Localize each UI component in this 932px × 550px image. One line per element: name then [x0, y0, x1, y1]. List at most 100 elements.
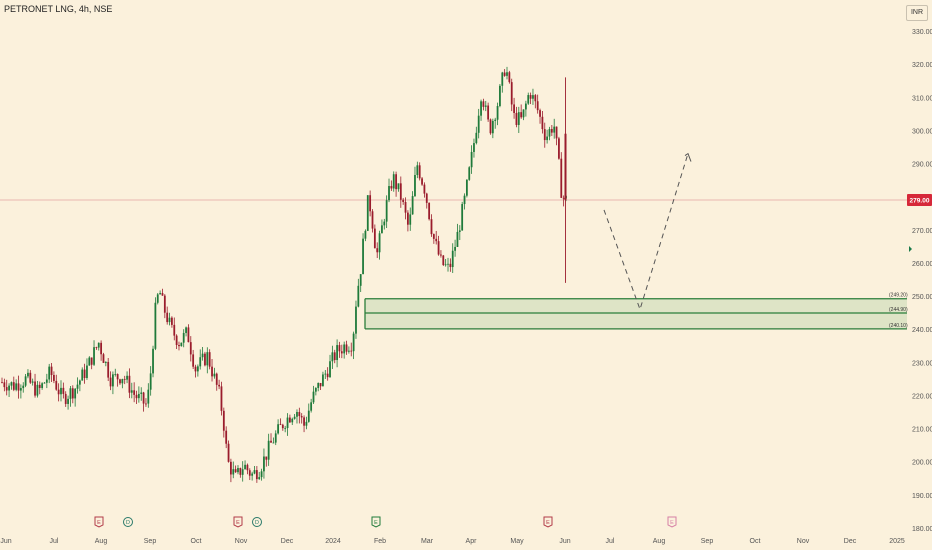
candle-body [378, 233, 381, 253]
zone-label: (244.90) [889, 307, 908, 313]
earnings-marker-icon[interactable] [667, 516, 677, 528]
candle-body [10, 382, 13, 386]
candle-body [317, 382, 320, 388]
candle-body [22, 385, 25, 389]
y-tick-label: 250.00 [912, 294, 932, 301]
projection-path [603, 153, 689, 311]
demand-zone-upper [365, 298, 907, 313]
candle-body [244, 464, 246, 470]
candle-body [333, 352, 336, 361]
candle-body [381, 225, 383, 234]
x-tick-label: Nov [235, 538, 248, 545]
x-tick-label: Dec [281, 538, 294, 545]
demand-zone-lower [365, 312, 907, 329]
y-tick-label: 220.00 [912, 393, 932, 400]
candle-body [93, 347, 95, 365]
earnings-marker-icon[interactable] [94, 516, 104, 528]
candle-body [246, 464, 249, 471]
y-tick-label: 290.00 [912, 162, 932, 169]
projection-arrowhead [684, 152, 692, 162]
zone-label: (240.10) [889, 323, 908, 329]
candle-body [220, 386, 223, 411]
candle-body [149, 373, 152, 390]
earnings-marker-icon[interactable] [543, 516, 553, 528]
candle-body [473, 143, 475, 152]
candle-body [126, 375, 128, 380]
candle-body [491, 120, 494, 134]
candle-body [168, 317, 171, 323]
candle-body [55, 380, 58, 390]
dividend-marker-icon[interactable] [252, 517, 262, 527]
candle-body [3, 382, 6, 388]
candle-body [154, 302, 157, 349]
candle-body [31, 381, 34, 383]
candle-body [489, 119, 492, 134]
candle-body [265, 456, 268, 460]
candle-body [548, 129, 551, 137]
candle-body [225, 430, 228, 444]
candle-body [444, 264, 447, 266]
candle-body [541, 116, 544, 130]
candle-body [208, 352, 211, 367]
candle-body [102, 354, 105, 363]
candle-body [36, 384, 39, 396]
candle-body [406, 212, 409, 225]
event-glyph: E [374, 520, 378, 526]
candle-body [293, 416, 296, 419]
earnings-marker-icon[interactable] [233, 516, 243, 528]
candle-body [64, 393, 67, 404]
x-tick-label: Mar [421, 538, 434, 545]
y-tick-label: 270.00 [912, 228, 932, 235]
candle-body [359, 274, 362, 286]
candle-body [74, 388, 77, 399]
x-tick-label: Dec [844, 538, 857, 545]
candle-body [508, 72, 511, 83]
currency-button[interactable]: INR [906, 5, 928, 21]
price-scale-arrow-icon [909, 246, 912, 252]
candle-body [24, 376, 27, 386]
candle-body [156, 294, 159, 303]
x-tick-label: Oct [750, 538, 761, 545]
x-tick-label: Jul [50, 538, 59, 545]
x-tick-label: Jun [559, 538, 570, 545]
candle-body [211, 366, 213, 377]
candle-body [440, 254, 442, 256]
earnings-marker-icon[interactable] [371, 516, 381, 528]
candle-body [484, 105, 487, 107]
candle-body [437, 241, 440, 255]
candle-body [324, 373, 327, 375]
candle-body [362, 238, 364, 275]
candle-body [536, 101, 539, 111]
candle-body [555, 126, 558, 139]
dividend-marker-icon[interactable] [123, 517, 133, 527]
candle-body [173, 324, 176, 336]
candle-body [399, 183, 402, 200]
candle-body [88, 357, 91, 366]
y-tick-label: 260.00 [912, 261, 932, 268]
x-tick-label: Apr [466, 538, 478, 545]
y-tick-label: 210.00 [912, 427, 932, 434]
candle-body [331, 352, 334, 362]
candle-body [470, 151, 473, 168]
y-tick-label: 180.00 [912, 526, 932, 533]
candle-body [147, 389, 150, 404]
candle-body [300, 416, 303, 418]
candle-body [388, 186, 390, 201]
candle-body [529, 95, 532, 99]
candle-body [260, 471, 263, 478]
candle-body [296, 412, 298, 417]
candle-body [270, 440, 272, 443]
candle-body [29, 372, 32, 383]
candle-body [60, 387, 62, 395]
last-price-label: 279.00 [910, 197, 930, 204]
candle-body [90, 357, 93, 365]
candle-body [189, 342, 192, 355]
candle-body [352, 333, 355, 352]
candle-body [487, 105, 490, 120]
candle-body [303, 417, 305, 426]
candle-body [432, 234, 435, 239]
last-price-badge [907, 193, 932, 206]
candle-body [192, 354, 195, 367]
